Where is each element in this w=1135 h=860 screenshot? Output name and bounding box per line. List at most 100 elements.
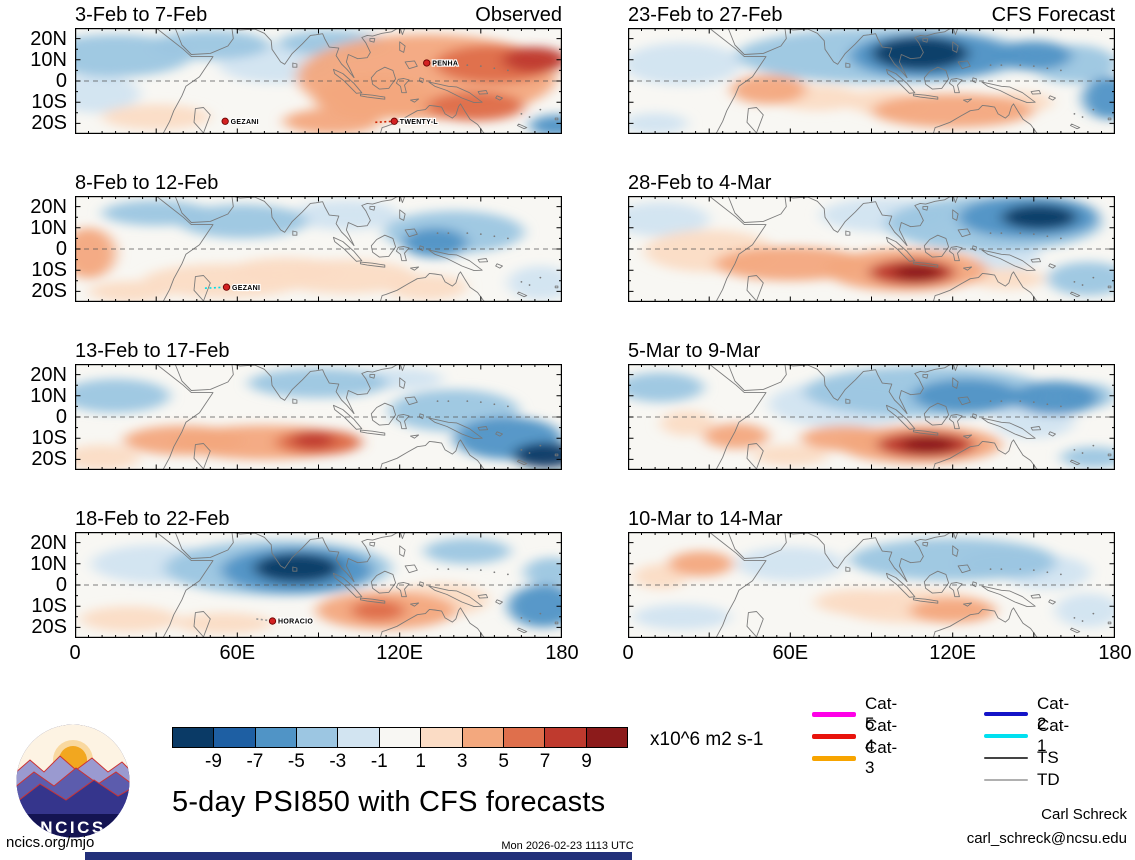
- y-axis-label: 10N: [30, 216, 67, 239]
- colorbar-tick-label: 7: [539, 751, 551, 772]
- x-axis-label: 120E: [929, 642, 977, 664]
- legend-item-cat-2: Cat-2: [984, 694, 1069, 733]
- colorbar-segment: [337, 728, 379, 747]
- panel-head: 13-Feb to 17-Feb: [75, 338, 562, 364]
- colorbar-segment: [420, 728, 462, 747]
- x-axis-label: 120E: [376, 642, 424, 664]
- ncics-mjo-link[interactable]: ncics.org/mjo: [6, 834, 95, 851]
- map-panel: 13-Feb to 17-Feb 20N 10N 0 10S 20S: [30, 338, 563, 471]
- x-axis-label: 180: [545, 642, 579, 664]
- coastlines: [708, 364, 1112, 470]
- forecast-column: 23-Feb to 27-Feb CFS Forecast 28-Feb to 4-…: [622, 2, 1131, 674]
- y-axis-label: 20S: [31, 448, 67, 471]
- storm-marker: HORACIO: [256, 617, 314, 627]
- coastlines: [155, 196, 559, 302]
- y-axis-label: 10S: [31, 259, 67, 282]
- ncics-logo: NCICS: [14, 722, 132, 845]
- x-axis-labels: 0 60E 120E 180: [622, 642, 1131, 666]
- anomaly-map: [627, 532, 1116, 639]
- y-axis-label: 20S: [31, 280, 67, 303]
- storm-label: GEZANI: [232, 285, 260, 292]
- colorbar: -9 -7 -5 -3 -1 1 3 5 7 9: [172, 727, 628, 774]
- panel-title: 28-Feb to 4-Mar: [628, 172, 772, 194]
- x-axis-label: 60E: [772, 642, 809, 664]
- y-axis-label: 0: [55, 70, 67, 92]
- legend-line-swatch: [984, 734, 1028, 738]
- colorbar-tick-label: -7: [246, 751, 264, 772]
- colorbar-tick-label: 1: [415, 751, 427, 772]
- storm-label: GEZANI: [231, 119, 259, 126]
- storm-label: HORACIO: [278, 619, 313, 626]
- credit-name: Carl Schreck: [1041, 806, 1127, 823]
- y-axis-label: 0: [55, 574, 67, 596]
- legend-line-swatch: [984, 779, 1028, 781]
- y-axis-label: 10N: [30, 48, 67, 71]
- colorbar-segment: [254, 728, 297, 747]
- colorbar-tick-label: -3: [329, 751, 347, 772]
- storm-label: PENHA: [432, 61, 458, 68]
- panel-head: 23-Feb to 27-Feb CFS Forecast: [628, 2, 1115, 28]
- panel-title: 23-Feb to 27-Feb: [628, 4, 783, 26]
- units-label: x10^6 m2 s-1: [650, 729, 764, 750]
- coastlines: [708, 532, 1112, 638]
- map-plot: PENHA GEZANI TWENTY-L: [74, 28, 563, 135]
- colorbar-ticks: -9 -7 -5 -3 -1 1 3 5 7 9: [172, 748, 628, 774]
- y-axis-label: 0: [55, 238, 67, 260]
- legend-line-swatch: [812, 733, 856, 739]
- x-axis-labels: 0 60E 120E 180: [69, 642, 578, 666]
- legend-label: Cat-2: [1037, 694, 1070, 733]
- anomaly-map: [627, 196, 1116, 303]
- coastlines: [155, 28, 559, 134]
- coastlines: [155, 532, 559, 638]
- y-axis-label: 10S: [31, 595, 67, 618]
- y-axis-label: 0: [55, 406, 67, 428]
- legend-line-swatch: [812, 755, 856, 761]
- colorbar-swatches: [172, 727, 628, 748]
- observed-column: 3-Feb to 7-Feb Observed 20N 10N 0 10S 20S PENHA…: [30, 2, 578, 674]
- panel-corner-label: CFS Forecast: [991, 4, 1115, 26]
- map-plot: [627, 196, 1116, 303]
- legend-item-cat-4: Cat-4: [812, 716, 897, 755]
- map-plot: [627, 364, 1116, 471]
- panel-head: 10-Mar to 14-Mar: [628, 506, 1115, 532]
- colorbar-segment: [213, 728, 255, 747]
- legend-line-swatch: [984, 712, 1028, 716]
- anomaly-map: [627, 364, 1116, 471]
- x-axis-label: 180: [1098, 642, 1132, 664]
- map-panel: 10-Mar to 14-Mar 0 60E 120E 180: [622, 506, 1131, 664]
- panel-corner-label: Observed: [475, 4, 562, 26]
- legend-line-swatch: [984, 756, 1028, 760]
- y-axis-label: 20S: [31, 616, 67, 639]
- storm-label: TWENTY-L: [400, 119, 439, 126]
- figure-title: 5-day PSI850 with CFS forecasts: [172, 786, 606, 818]
- map-plot: [627, 532, 1116, 639]
- legend-label: TD: [1037, 770, 1060, 789]
- anomaly-map: GEZANI: [74, 196, 563, 303]
- legend-item-cat-1: Cat-1: [984, 716, 1069, 755]
- y-axis-label: 20S: [31, 112, 67, 135]
- anomaly-map: HORACIO: [74, 532, 563, 639]
- y-axis-label: 10N: [30, 384, 67, 407]
- colorbar-segment: [296, 728, 338, 747]
- colorbar-tick-label: 5: [498, 751, 509, 772]
- storm-marker: PENHA: [423, 59, 459, 69]
- x-axis-label: 60E: [219, 642, 256, 664]
- colorbar-tick-label: -9: [205, 751, 222, 772]
- storm-marker: TWENTY-L: [375, 117, 439, 127]
- colorbar-segment: [585, 728, 627, 747]
- y-axis-label: 20N: [30, 195, 67, 218]
- credit-email: carl_schreck@ncsu.edu: [966, 830, 1127, 847]
- panel-head: 28-Feb to 4-Mar: [628, 170, 1115, 196]
- colorbar-segment: [378, 728, 421, 747]
- colorbar-tick-label: 9: [581, 751, 592, 772]
- map-plot: GEZANI: [74, 196, 563, 303]
- panel-title: 10-Mar to 14-Mar: [628, 508, 783, 530]
- colorbar-segment: [502, 728, 545, 747]
- panel-title: 13-Feb to 17-Feb: [75, 340, 230, 362]
- colorbar-tick-label: 3: [456, 751, 468, 772]
- legend-label: Cat-5: [865, 694, 898, 733]
- panel-head: 18-Feb to 22-Feb: [75, 506, 562, 532]
- legend-item-cat-3: Cat-3: [812, 738, 897, 777]
- bottom-bar: [85, 852, 632, 860]
- panel-title: 18-Feb to 22-Feb: [75, 508, 230, 530]
